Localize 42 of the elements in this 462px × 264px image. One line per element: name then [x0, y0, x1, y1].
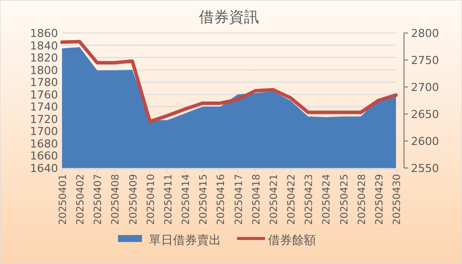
x-tick-label: 20250429 [374, 174, 386, 225]
x-tick-label: 20250430 [392, 174, 403, 225]
x-tick-label: 20250401 [58, 174, 69, 225]
y-tick-label: 1680 [30, 137, 58, 150]
x-tick-label: 20250407 [93, 174, 104, 225]
y2-tick-label: 2550 [411, 162, 439, 175]
x-tick-label: 20250409 [128, 174, 140, 225]
y2-tick-label: 2650 [411, 108, 439, 121]
y-tick-label: 1780 [30, 76, 58, 90]
y-tick-label: 1660 [30, 150, 58, 163]
y-tick-label: 1640 [30, 162, 58, 175]
y-tick-label: 1860 [30, 27, 58, 40]
y2-tick-label: 2700 [411, 81, 439, 94]
y2-tick-label: 2800 [411, 27, 439, 40]
x-tick-label: 20250424 [322, 174, 333, 225]
x-tick-label: 20250422 [286, 174, 298, 225]
line-series [60, 40, 398, 124]
y-tick-label: 1740 [30, 100, 58, 114]
chart-title: 借券資訊 [199, 8, 259, 26]
y2-tick-label: 2600 [411, 135, 439, 148]
x-tick-label: 20250418 [251, 174, 262, 225]
x-tick-label: 20250410 [146, 174, 157, 225]
x-tick-label: 20250414 [181, 174, 192, 225]
x-tick-label: 20250423 [304, 174, 316, 225]
x-tick-label: 20250415 [198, 174, 210, 225]
legend-label: 單日借券賣出 [149, 233, 221, 247]
y-tick-label: 1720 [30, 112, 58, 126]
y-tick-label: 1800 [30, 64, 58, 77]
y-tick-label: 1700 [30, 125, 58, 138]
y-tick-label: 1820 [30, 52, 58, 65]
x-tick-label: 20250402 [76, 174, 87, 225]
x-tick-label: 20250417 [234, 174, 245, 225]
x-tick-label: 20250428 [356, 174, 368, 225]
legend-label: 借券餘額 [268, 233, 316, 247]
x-tick-label: 20250425 [339, 174, 350, 225]
y-tick-label: 1760 [30, 88, 58, 102]
x-tick-label: 20250416 [216, 174, 228, 225]
y-tick-label: 1840 [30, 39, 58, 52]
y2-tick-label: 2750 [411, 54, 439, 67]
x-tick-label: 20250421 [268, 174, 280, 225]
x-tick-label: 20250411 [163, 174, 174, 225]
x-tick-label: 20250408 [110, 174, 122, 225]
